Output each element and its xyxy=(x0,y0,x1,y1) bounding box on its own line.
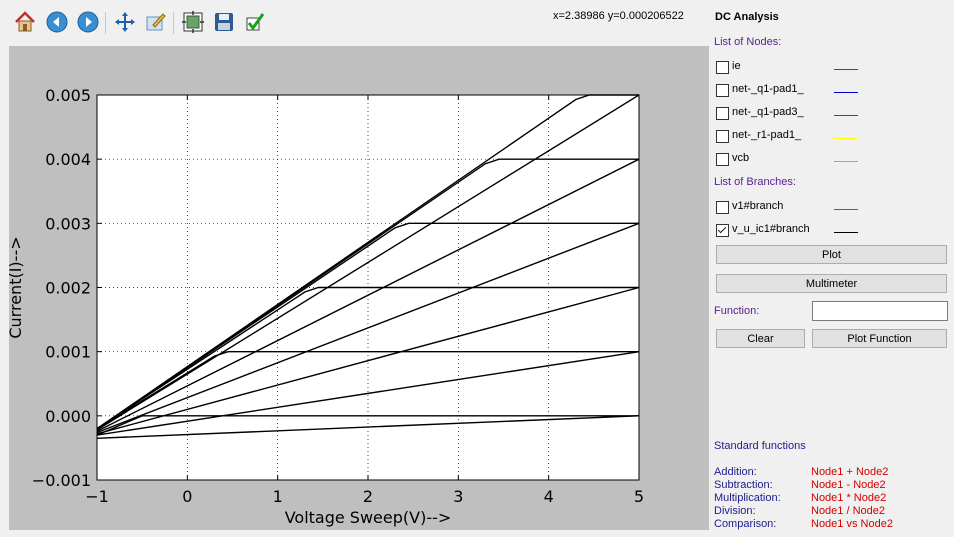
save-icon xyxy=(212,10,236,34)
std-function-expression: Node1 vs Node2 xyxy=(811,518,893,530)
std-function-name: Addition: xyxy=(714,466,757,478)
node-label: net-_r1-pad1_ xyxy=(732,129,802,141)
series-line xyxy=(96,351,640,436)
apply-button[interactable] xyxy=(241,8,269,36)
y-tick-label: 0.001 xyxy=(45,343,91,362)
series-line xyxy=(96,222,640,434)
std-function-name: Subtraction: xyxy=(714,479,773,491)
std-function-expression: Node1 + Node2 xyxy=(811,466,889,478)
node-item[interactable]: net-_r1-pad1_ xyxy=(716,128,946,146)
x-tick-label: 4 xyxy=(544,487,554,506)
standard-functions-title: Standard functions xyxy=(714,440,806,452)
home-icon xyxy=(13,10,37,34)
x-axis-label: Voltage Sweep(V)--> xyxy=(285,508,452,527)
std-function-expression: Node1 * Node2 xyxy=(811,492,887,504)
node-color-swatch xyxy=(834,115,858,116)
series-line xyxy=(96,286,640,435)
plot-button[interactable]: Plot xyxy=(716,245,947,264)
function-input[interactable] xyxy=(812,301,948,321)
series-line xyxy=(96,351,639,430)
y-tick-label: 0.005 xyxy=(45,86,91,105)
arrow-right-icon xyxy=(76,10,100,34)
edit-icon xyxy=(144,10,168,34)
branch-color-swatch xyxy=(834,232,858,233)
toolbar-separator xyxy=(173,12,174,34)
node-color-swatch xyxy=(834,69,858,70)
node-item[interactable]: ie xyxy=(716,59,946,77)
plot-frame xyxy=(96,94,640,481)
configure-subplots-button[interactable] xyxy=(179,8,207,36)
panel-title: DC Analysis xyxy=(715,11,779,23)
forward-button[interactable] xyxy=(74,8,102,36)
node-item[interactable]: net-_q1-pad1_ xyxy=(716,82,946,100)
series-line xyxy=(96,415,640,439)
branch-checkbox[interactable] xyxy=(716,201,729,214)
y-tick-label: 0.003 xyxy=(45,214,91,233)
node-label: net-_q1-pad3_ xyxy=(732,106,804,118)
series-line xyxy=(96,158,640,432)
std-function-name: Multiplication: xyxy=(714,492,781,504)
node-checkbox[interactable] xyxy=(716,84,729,97)
x-tick-label: −1 xyxy=(85,487,109,506)
check-icon xyxy=(243,10,267,34)
y-tick-label: 0.004 xyxy=(45,150,91,169)
node-checkbox[interactable] xyxy=(716,61,729,74)
move-icon xyxy=(113,10,137,34)
x-tick-label: 3 xyxy=(453,487,463,506)
x-tick-label: 1 xyxy=(273,487,283,506)
branch-item[interactable]: v_u_ic1#branch xyxy=(716,222,946,240)
clear-button[interactable]: Clear xyxy=(716,329,805,348)
x-tick-label: 5 xyxy=(634,487,644,506)
save-button[interactable] xyxy=(210,8,238,36)
arrow-left-icon xyxy=(45,10,69,34)
chart: −1 0 1 2 3 4 5 −0.001 0.000 0.001 0.002 0.003 0.004 0… xyxy=(9,86,644,527)
series-line xyxy=(96,222,639,430)
branches-label: List of Branches: xyxy=(714,176,796,188)
x-tick-label: 2 xyxy=(363,487,373,506)
branch-label: v1#branch xyxy=(732,200,784,212)
branch-item[interactable]: v1#branch xyxy=(716,199,946,217)
y-tick-label: −0.001 xyxy=(32,471,91,490)
std-function-expression: Node1 - Node2 xyxy=(811,479,886,491)
branch-label: v_u_ic1#branch xyxy=(732,223,810,235)
branch-checkbox[interactable] xyxy=(716,224,729,237)
navigation-toolbar xyxy=(8,6,708,40)
multimeter-button[interactable]: Multimeter xyxy=(716,274,947,293)
node-color-swatch xyxy=(834,138,858,139)
std-function-name: Division: xyxy=(714,505,756,517)
y-axis-label: Current(I)--> xyxy=(9,236,25,338)
series-line xyxy=(96,286,639,430)
series-line xyxy=(96,94,640,431)
subplots-icon xyxy=(181,10,205,34)
std-function-expression: Node1 / Node2 xyxy=(811,505,885,517)
plot-canvas[interactable]: −1 0 1 2 3 4 5 −0.001 0.000 0.001 0.002 0.003 0.004 0… xyxy=(9,46,709,530)
node-color-swatch xyxy=(834,161,858,162)
node-item[interactable]: vcb xyxy=(716,151,946,169)
y-tick-label: 0.002 xyxy=(45,279,91,298)
y-tick-label: 0.000 xyxy=(45,407,91,426)
nodes-label: List of Nodes: xyxy=(714,36,782,48)
toolbar-separator xyxy=(105,12,106,34)
plot-function-button[interactable]: Plot Function xyxy=(812,329,947,348)
x-tick-label: 0 xyxy=(182,487,192,506)
series-line xyxy=(96,158,639,430)
node-label: ie xyxy=(732,60,741,72)
node-color-swatch xyxy=(834,92,858,93)
node-item[interactable]: net-_q1-pad3_ xyxy=(716,105,946,123)
std-function-name: Comparison: xyxy=(714,518,777,530)
node-label: net-_q1-pad1_ xyxy=(732,83,804,95)
home-button[interactable] xyxy=(11,8,39,36)
node-checkbox[interactable] xyxy=(716,107,729,120)
back-button[interactable] xyxy=(43,8,71,36)
plot-window: x=2.38986 y=0.000206522 −1 0 1 2 3 4 5 −0.001 0.… xyxy=(8,6,709,530)
cursor-coordinates: x=2.38986 y=0.000206522 xyxy=(553,10,684,22)
function-label: Function: xyxy=(714,305,760,317)
branch-color-swatch xyxy=(834,209,858,210)
pan-button[interactable] xyxy=(111,8,139,36)
node-checkbox[interactable] xyxy=(716,153,729,166)
dc-analysis-panel: DC Analysis List of Nodes: ie net-_q1-pad… xyxy=(710,0,954,537)
node-checkbox[interactable] xyxy=(716,130,729,143)
edit-axes-button[interactable] xyxy=(142,8,170,36)
node-label: vcb xyxy=(732,152,750,164)
